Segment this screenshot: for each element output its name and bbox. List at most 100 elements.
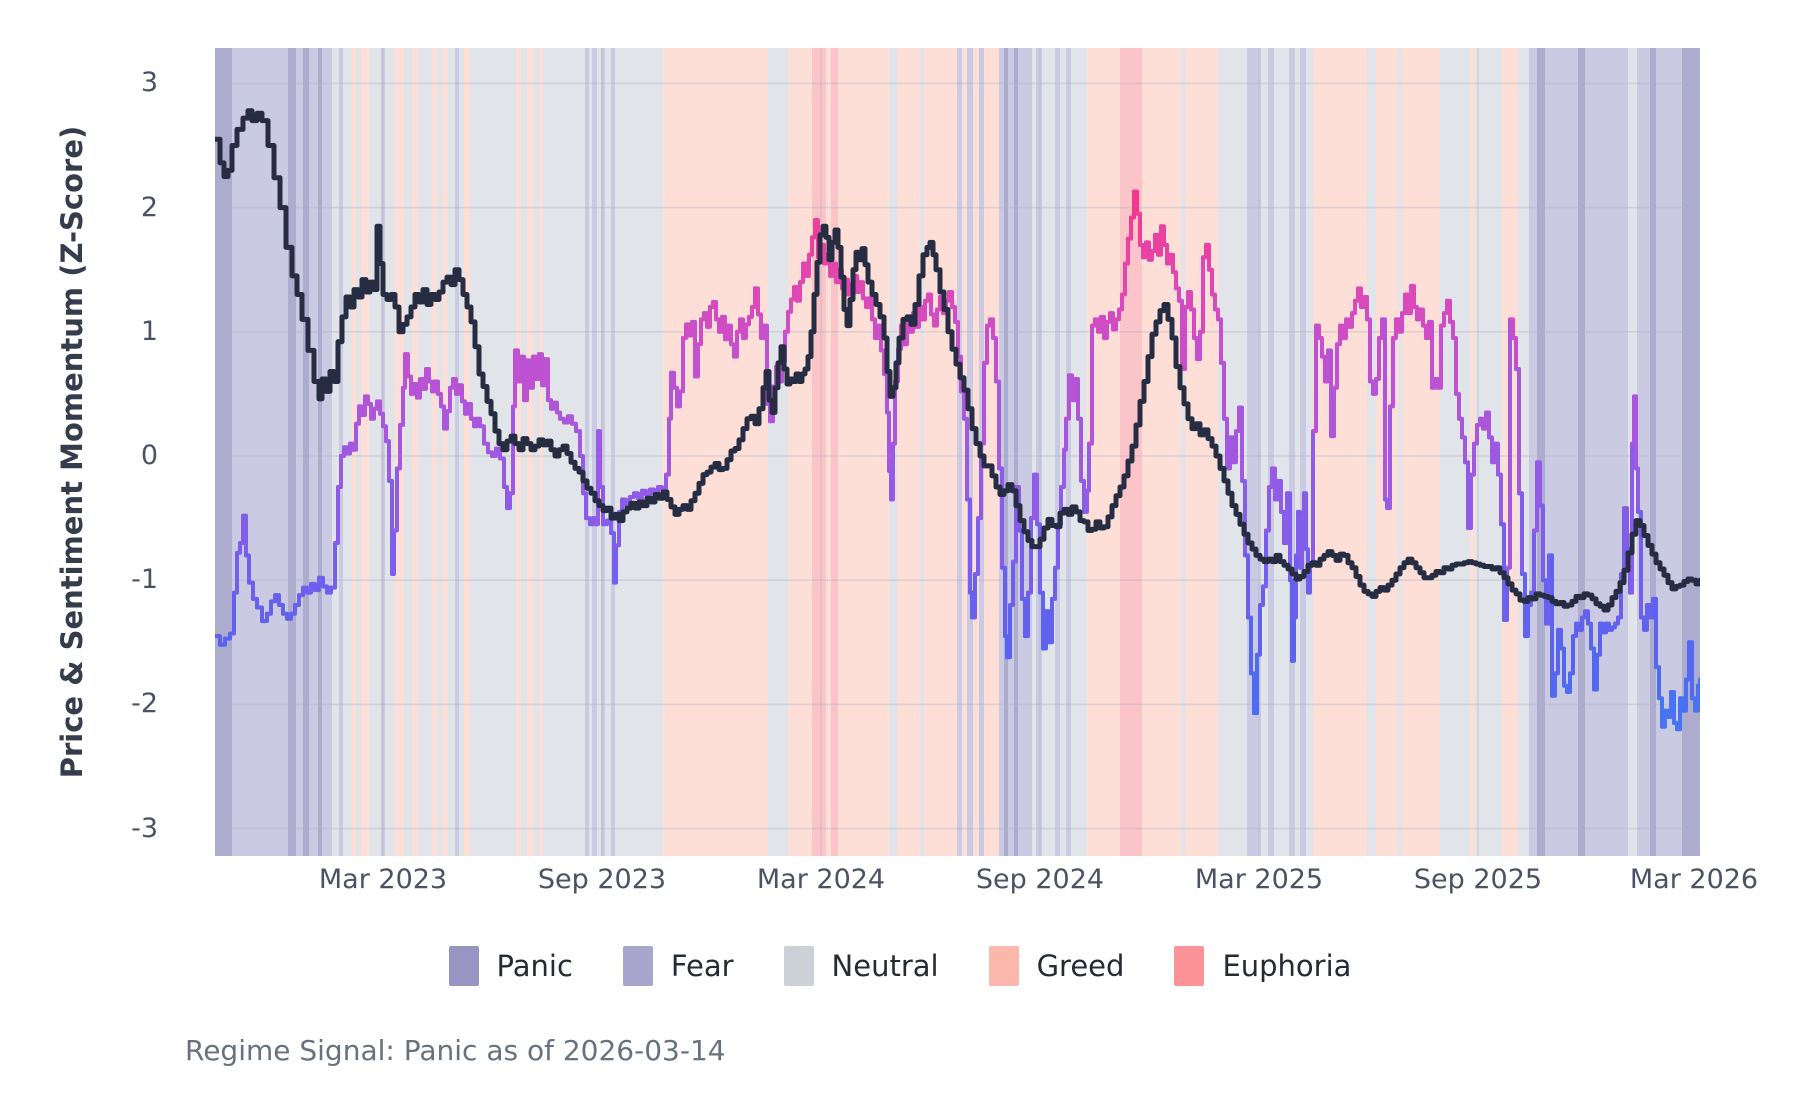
legend-label: Neutral	[831, 949, 939, 983]
sentiment-segment	[1234, 405, 1241, 434]
legend-item-euphoria[interactable]: Euphoria	[1174, 946, 1351, 986]
sentiment-segment	[537, 352, 544, 388]
sentiment-segment	[1672, 721, 1679, 732]
sentiment-segment	[705, 304, 712, 329]
sentiment-segment	[962, 416, 969, 502]
sentiment-segment	[1171, 270, 1178, 291]
sentiment-segment	[357, 404, 364, 418]
sentiment-segment	[747, 304, 754, 319]
sentiment-segment	[1454, 391, 1461, 421]
sentiment-segment	[333, 485, 340, 545]
sentiment-segment	[1294, 509, 1300, 558]
x-tick-label: Mar 2026	[1629, 864, 1759, 895]
regime-band-fear	[339, 48, 343, 856]
sentiment-segment	[588, 516, 595, 527]
sentiment-segment	[1424, 319, 1431, 341]
sentiment-segment	[786, 297, 793, 314]
sentiment-segment	[574, 429, 582, 458]
sentiment-segment	[994, 379, 1001, 471]
sentiment-segment	[744, 314, 751, 327]
sentiment-segment	[1047, 596, 1054, 645]
sentiment-segment	[269, 593, 277, 604]
sentiment-segment	[1099, 314, 1106, 341]
regime-band-greed	[1087, 48, 1120, 856]
sentiment-segment	[1466, 472, 1473, 531]
sentiment-segment	[1430, 376, 1437, 390]
sentiment-segment	[861, 296, 868, 309]
sentiment-segment	[726, 323, 733, 347]
regime-band-fear	[1529, 48, 1537, 856]
sentiment-segment	[241, 513, 248, 558]
sentiment-segment	[1204, 242, 1211, 272]
legend-item-fear[interactable]: Fear	[622, 946, 734, 986]
sentiment-segment	[1255, 603, 1262, 657]
regime-band-fear	[1585, 48, 1628, 856]
regime-band-fear	[232, 48, 288, 856]
sentiment-segment	[1490, 441, 1497, 465]
regime-band-greed	[838, 48, 889, 856]
sentiment-segment	[1282, 491, 1289, 545]
regime-band-panic	[215, 48, 232, 856]
sentiment-segment	[1306, 563, 1312, 595]
sentiment-line	[215, 189, 1700, 732]
y-tick-label: -3	[131, 812, 158, 844]
sentiment-segment	[549, 400, 556, 411]
legend-item-greed[interactable]: Greed	[988, 946, 1124, 986]
sentiment-segment	[329, 540, 337, 590]
sentiment-segment	[1150, 232, 1157, 254]
sentiment-segment	[732, 329, 739, 359]
sentiment-segment	[636, 488, 644, 501]
sentiment-segment	[305, 581, 313, 595]
y-tick-label: 3	[140, 67, 158, 99]
regime-band-neutral	[1518, 48, 1529, 856]
sentiment-segment	[1162, 242, 1169, 266]
sentiment-segment	[1079, 478, 1086, 514]
sentiment-segment	[828, 261, 835, 278]
sentiment-segment	[424, 367, 431, 384]
sentiment-segment	[1053, 522, 1060, 570]
sentiment-segment	[309, 581, 317, 593]
sentiment-segment	[594, 429, 600, 527]
legend-item-neutral[interactable]: Neutral	[783, 946, 939, 986]
sentiment-segment	[1562, 683, 1569, 694]
sentiment-segment	[1651, 596, 1658, 670]
sentiment-segment	[1553, 627, 1560, 676]
sentiment-segment	[502, 485, 509, 511]
sentiment-segment	[1338, 323, 1345, 341]
sentiment-segment	[831, 261, 838, 285]
sentiment-segment	[1129, 189, 1136, 220]
sentiment-segment	[1347, 311, 1354, 329]
sentiment-segment	[1332, 342, 1339, 390]
sentiment-segment	[1409, 283, 1416, 309]
sentiment-segment	[1041, 609, 1048, 651]
sentiment-segment	[433, 379, 440, 396]
legend-item-panic[interactable]: Panic	[448, 946, 573, 986]
sentiment-segment	[321, 584, 329, 595]
sentiment-segment	[944, 290, 951, 303]
sentiment-segment	[1505, 317, 1512, 570]
sentiment-segment	[1292, 553, 1298, 620]
regime-band-greed	[1185, 48, 1218, 856]
x-tick-label: Sep 2025	[1413, 864, 1543, 895]
sentiment-segment	[1385, 404, 1392, 511]
sentiment-segment	[1353, 286, 1360, 303]
regime-band-panic	[288, 48, 296, 856]
x-tick-label: Mar 2023	[318, 864, 448, 895]
sentiment-segment	[1038, 590, 1045, 651]
sentiment-segment	[1666, 689, 1673, 719]
sentiment-segment	[1433, 376, 1440, 390]
sentiment-segment	[360, 394, 367, 418]
sentiment-segment	[965, 497, 972, 595]
sentiment-segment	[932, 307, 939, 328]
sentiment-segment	[513, 348, 520, 384]
sentiment-segment	[494, 446, 502, 461]
sentiment-segment	[1228, 435, 1235, 465]
sentiment-segment	[792, 285, 799, 303]
sentiment-segment	[342, 445, 349, 456]
sentiment-segment	[378, 411, 385, 429]
sentiment-segment	[1195, 329, 1202, 362]
regime-band-fear	[381, 48, 385, 856]
sentiment-segment	[415, 376, 422, 400]
sentiment-segment	[1225, 435, 1232, 471]
